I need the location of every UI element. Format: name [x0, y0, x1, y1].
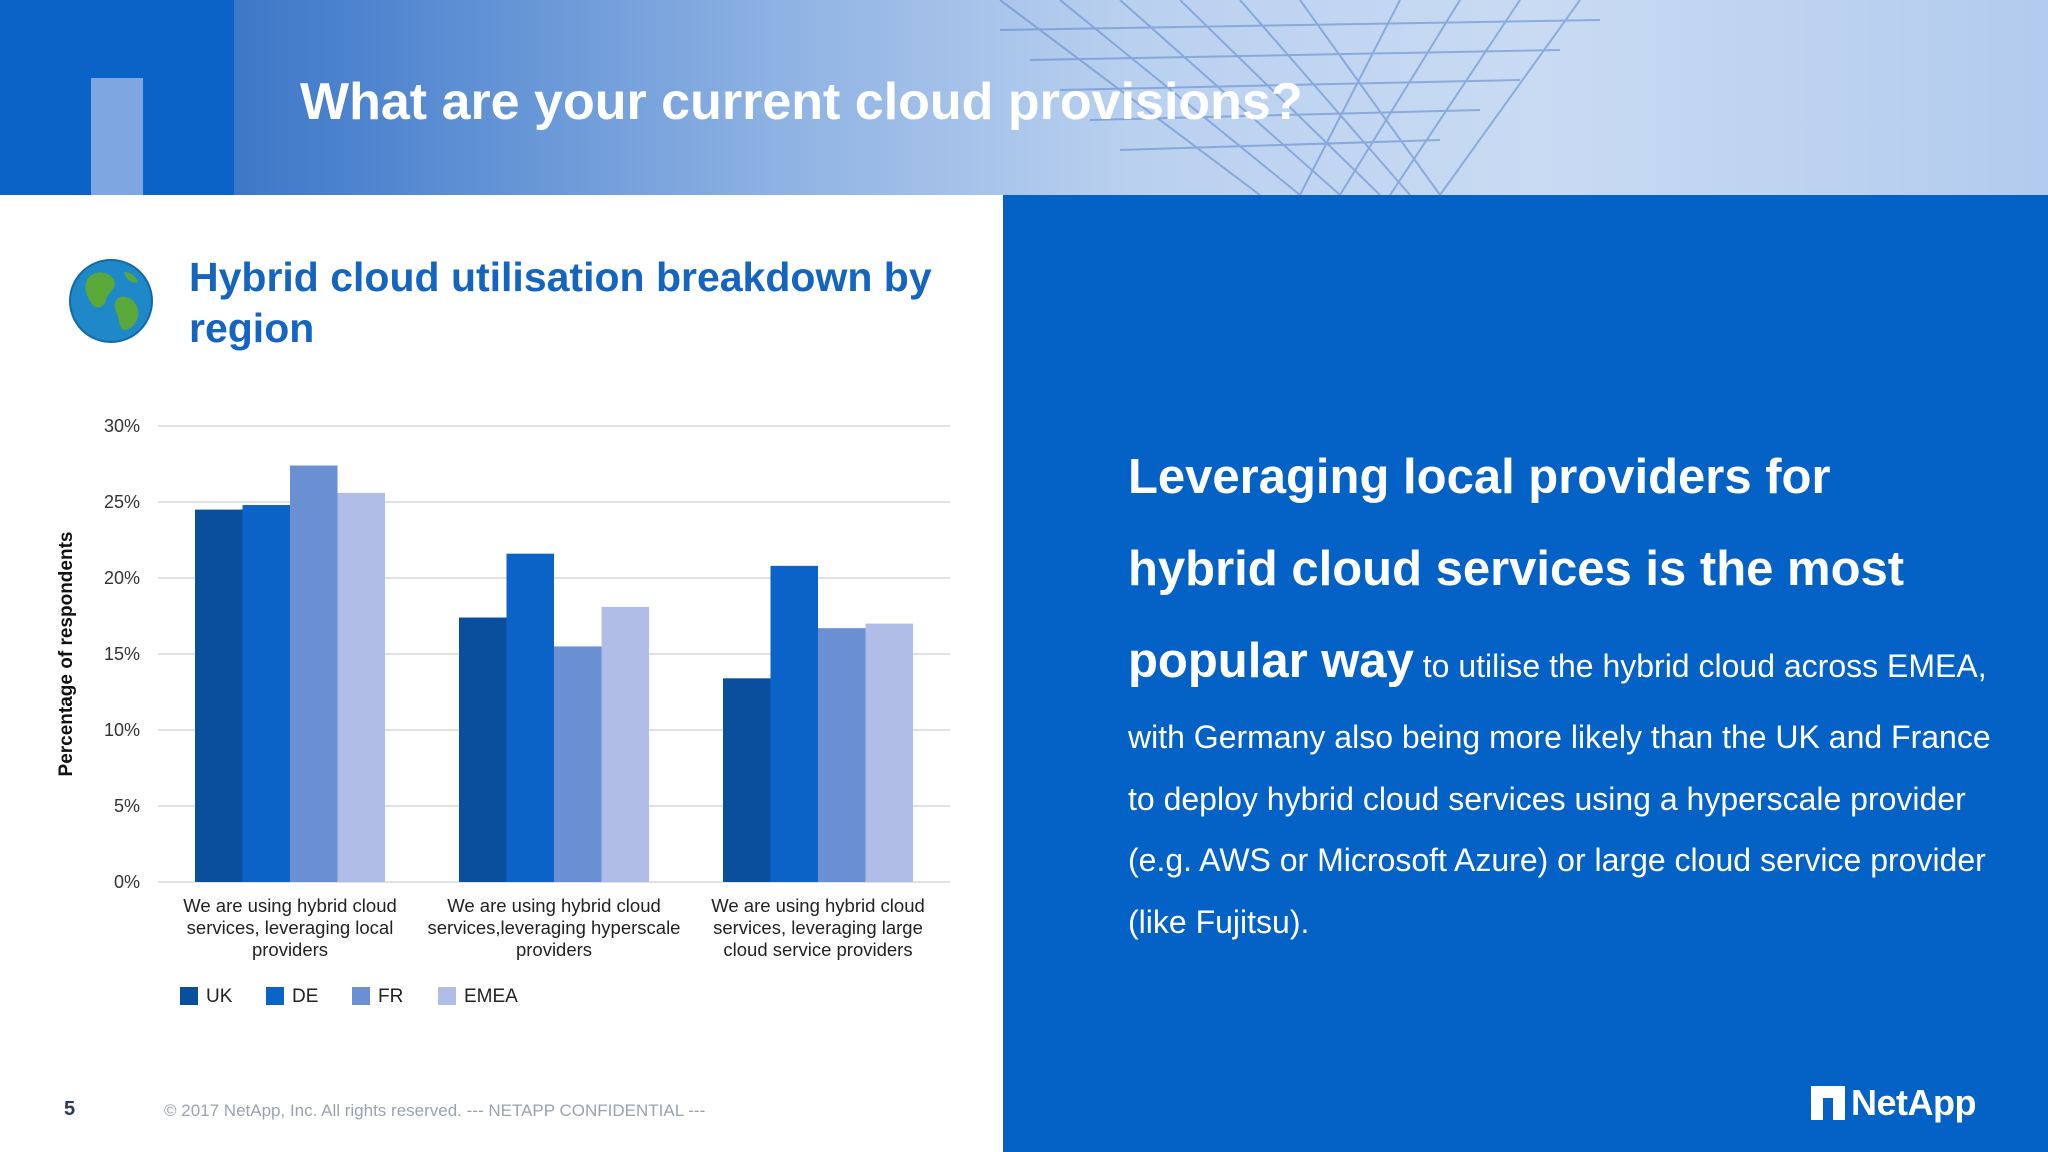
x-category-label: We are using hybrid cloud	[711, 895, 925, 916]
legend-label-uk: UK	[206, 986, 233, 1007]
x-category-label: providers	[516, 939, 592, 960]
bar-uk	[459, 617, 507, 882]
x-category-label: services, leveraging local	[187, 917, 394, 938]
header-banner: What are your current cloud provisions?	[0, 0, 2048, 195]
globe-icon	[69, 259, 153, 343]
netapp-logo-icon	[1811, 1086, 1845, 1120]
y-tick-label: 5%	[114, 796, 140, 816]
bar-chart: 0% 5% 10% 15% 20% 25% 30% Percentage of respond…	[56, 416, 950, 1007]
x-category-label: We are using hybrid cloud	[183, 895, 397, 916]
y-tick-label: 10%	[104, 720, 140, 740]
legend-swatch-emea	[438, 987, 456, 1005]
y-tick-label: 30%	[104, 416, 140, 436]
header-building-image	[999, 0, 1601, 195]
x-category-label: services, leveraging large	[713, 917, 923, 938]
bar-emea	[601, 606, 649, 882]
y-tick-label: 25%	[104, 492, 140, 512]
insight-panel: Leveraging local providers for hybrid cl…	[1003, 195, 2048, 1152]
page-number: 5	[64, 1098, 76, 1120]
bar-de	[242, 505, 290, 882]
legend-swatch-uk	[180, 987, 198, 1005]
bar-fr	[554, 646, 602, 882]
insight-text: Leveraging local providers for hybrid cl…	[1128, 431, 2008, 953]
legend-label-de: DE	[292, 986, 318, 1007]
copyright-text: © 2017 NetApp, Inc. All rights reserved.…	[164, 1101, 706, 1120]
bar-de	[770, 565, 818, 882]
bar-uk	[195, 509, 243, 882]
y-tick-label: 15%	[104, 644, 140, 664]
bar-uk	[723, 678, 771, 882]
page-title: What are your current cloud provisions?	[300, 73, 1303, 131]
netapp-logo: NetApp	[1811, 1082, 1977, 1124]
x-category-label: We are using hybrid cloud	[447, 895, 661, 916]
y-axis-title: Percentage of respondents	[56, 532, 77, 777]
insight-body: to utilise the hybrid cloud across EMEA,…	[1128, 648, 1991, 940]
bar-fr	[818, 628, 866, 882]
bar-emea	[865, 623, 913, 882]
logo-text: NetApp	[1851, 1082, 1977, 1123]
x-category-label: providers	[252, 939, 328, 960]
bar-emea	[337, 492, 385, 882]
legend-swatch-fr	[352, 987, 370, 1005]
y-tick-label: 20%	[104, 568, 140, 588]
insight-headline-line-2: hybrid cloud services is the most	[1128, 542, 1905, 596]
legend-label-fr: FR	[378, 986, 403, 1007]
insight-headline-line-1: Leveraging local providers for	[1128, 450, 1831, 504]
header-accent-bar	[91, 78, 143, 195]
bar-fr	[290, 465, 338, 882]
bar-de	[506, 553, 554, 882]
legend-swatch-de	[266, 987, 284, 1005]
chart-title: Hybrid cloud utilisation breakdown by re…	[189, 254, 932, 351]
x-category-label: cloud service providers	[723, 939, 912, 960]
insight-headline-line-3: popular way	[1128, 634, 1414, 688]
legend-label-emea: EMEA	[464, 986, 518, 1007]
y-tick-label: 0%	[114, 872, 140, 892]
x-category-label: services,leveraging hyperscale	[428, 917, 681, 938]
